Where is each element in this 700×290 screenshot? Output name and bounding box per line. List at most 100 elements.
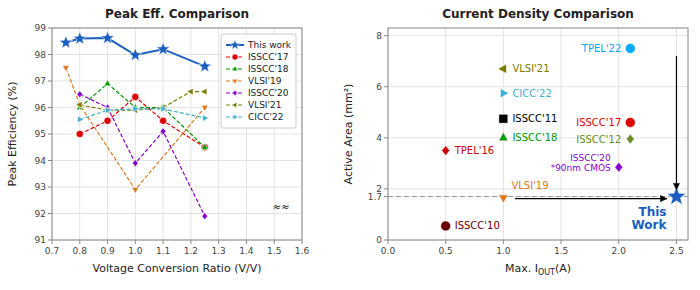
x-tick-label: 1.0 xyxy=(496,246,511,256)
series-line xyxy=(80,94,205,216)
y-tick xyxy=(48,134,52,135)
series-marker xyxy=(201,144,208,151)
legend: This workISSCC'17ISSCC'18VLSI'19ISSCC'20… xyxy=(221,34,296,128)
series-marker xyxy=(101,31,114,44)
x-tick xyxy=(618,240,619,244)
y-tick-label: 93 xyxy=(35,182,46,192)
scatter-point xyxy=(615,162,623,172)
point-label: ISSCC'10 xyxy=(455,220,500,231)
series-marker xyxy=(77,91,83,98)
annotations xyxy=(388,196,688,197)
legend-label: This work xyxy=(247,40,292,50)
y-tick xyxy=(48,160,52,161)
x-tick xyxy=(107,240,108,244)
point-label: VLSI'21 xyxy=(512,63,549,74)
point-label-line: ISSCC'12 xyxy=(576,134,621,145)
x-axis-label: Max. IOUT(A) xyxy=(505,262,571,277)
chart-title: Current Density Comparison xyxy=(442,7,634,21)
chart-title: Peak Eff. Comparison xyxy=(105,7,249,21)
series-marker xyxy=(104,80,111,86)
legend-marker xyxy=(232,54,238,60)
series-marker xyxy=(105,107,111,114)
legend-label: VLSI'19 xyxy=(248,76,282,86)
point-label: ISSCC'18 xyxy=(512,132,557,143)
series-marker xyxy=(59,36,72,49)
scatter-point xyxy=(625,43,635,53)
x-tick-label: 1.1 xyxy=(156,246,170,256)
y-grid-line xyxy=(52,134,302,135)
y-tick xyxy=(48,81,52,82)
arrow xyxy=(676,56,677,190)
legend-label: VLSI'21 xyxy=(248,100,281,110)
series-marker xyxy=(187,88,193,95)
x-tick-label: 1.5 xyxy=(554,246,568,256)
y-grid-line xyxy=(52,187,302,188)
series-marker xyxy=(161,105,167,112)
x-tick xyxy=(163,240,164,244)
x-tick-label: 1.5 xyxy=(267,246,281,256)
x-axis-label-end: (A) xyxy=(555,262,571,275)
series-marker xyxy=(203,115,209,122)
x-tick xyxy=(445,240,446,244)
legend-label: ISSCC'20 xyxy=(248,88,289,98)
scatter-point xyxy=(626,134,634,144)
point-label-line: ISSCC'17 xyxy=(576,117,621,128)
y-tick-label: 6 xyxy=(376,82,382,92)
series-marker xyxy=(202,213,208,220)
scatter-point xyxy=(442,146,450,156)
y-tick-label: 98 xyxy=(35,50,47,60)
series-marker xyxy=(201,143,208,149)
plot-frame xyxy=(52,28,302,240)
scatter-point xyxy=(441,221,451,231)
series-marker xyxy=(201,105,208,111)
x-tick-label: 1.2 xyxy=(184,246,198,256)
grid xyxy=(388,28,688,240)
x-grid-line xyxy=(218,28,219,240)
y-tick-label: 92 xyxy=(35,209,46,219)
point-label: ThisWork xyxy=(632,205,668,233)
series-marker xyxy=(132,187,139,193)
y-tick-label: 94 xyxy=(35,156,47,166)
point-label-line: ISSCC'10 xyxy=(455,220,500,231)
y-grid-line xyxy=(388,196,688,197)
point-label-line: VLSI'19 xyxy=(511,180,548,191)
grid xyxy=(52,28,302,240)
legend-marker xyxy=(232,66,238,71)
series-marker xyxy=(160,128,166,135)
y-tick xyxy=(48,213,52,214)
x-grid-line xyxy=(107,28,108,240)
series-marker xyxy=(78,116,84,123)
x-tick xyxy=(52,240,53,244)
series-line xyxy=(80,92,205,111)
point-label: CICC'22 xyxy=(512,88,551,99)
legend-marker xyxy=(232,79,238,84)
x-tick xyxy=(135,240,136,244)
series-marker xyxy=(133,105,139,112)
point-label-line: CICC'22 xyxy=(512,88,551,99)
scatter-point xyxy=(499,114,508,123)
plot-data xyxy=(59,31,211,220)
point-label: TPEL'16 xyxy=(454,145,495,156)
series-line xyxy=(80,97,205,147)
panel-0: 9192939495969798990.70.80.91.01.11.21.31… xyxy=(6,7,309,275)
y-tick-label: 97 xyxy=(35,76,46,86)
x-axis-label-sub: OUT xyxy=(538,268,555,277)
point-label-line: TPEL'22 xyxy=(581,43,622,54)
y-axis-label: Active Area (mm²) xyxy=(342,84,355,185)
series-marker xyxy=(76,101,82,108)
point-label-line: VLSI'21 xyxy=(512,63,549,74)
scatter-point xyxy=(500,88,509,98)
x-grid-line xyxy=(445,28,446,240)
y-tick xyxy=(48,54,52,55)
x-tick-label: 1.4 xyxy=(239,246,254,256)
y-grid-line xyxy=(388,35,688,36)
y-tick xyxy=(48,107,52,108)
legend-marker xyxy=(233,114,238,120)
panel-1: 01.724680.00.51.01.52.02.5Current Densit… xyxy=(342,7,688,277)
scatter-point xyxy=(499,195,509,204)
y-tick xyxy=(384,137,388,138)
series-marker xyxy=(198,59,211,72)
x-tick xyxy=(676,240,677,244)
plot-background xyxy=(388,28,688,240)
legend-label: CICC'22 xyxy=(248,112,283,122)
